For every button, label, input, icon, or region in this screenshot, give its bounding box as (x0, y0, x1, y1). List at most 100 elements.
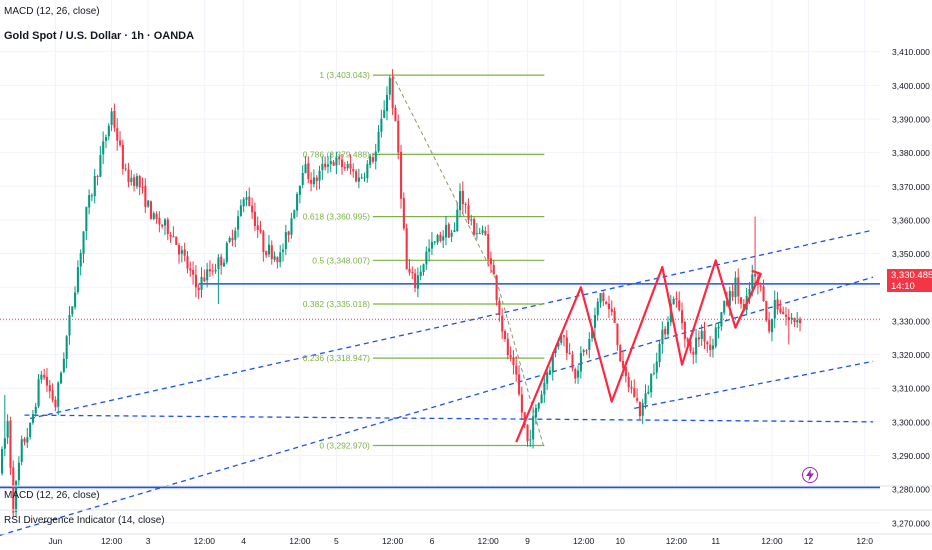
y-tick-label: 3,300.000 (892, 417, 930, 427)
candle-body (723, 301, 726, 313)
candle-body (689, 341, 692, 351)
candle-body (442, 236, 445, 241)
candle-body (192, 269, 195, 275)
candle-body (130, 177, 133, 182)
support-dashed-line (24, 414, 874, 423)
candle-body (248, 196, 251, 206)
candle-body (658, 343, 661, 363)
candle-body (65, 336, 68, 359)
candle-body (51, 390, 54, 400)
candle-body (711, 345, 715, 350)
candle-body (478, 233, 481, 235)
candle-body (692, 351, 695, 355)
candle-body (54, 399, 57, 408)
candle-body (650, 373, 653, 393)
candle-body (369, 156, 372, 165)
candle-body (532, 416, 535, 440)
candle-body (400, 152, 403, 199)
candle-body (641, 403, 644, 416)
candle-body (383, 110, 386, 118)
candle-body (315, 177, 318, 182)
candle-body (152, 213, 155, 219)
candle-body (799, 319, 802, 324)
candle-body (155, 213, 158, 219)
candle-body (703, 330, 706, 342)
candle-body (206, 269, 209, 281)
candle-body (450, 232, 453, 237)
candle-body (585, 350, 588, 352)
candle-body (194, 274, 197, 288)
candle-body (622, 360, 625, 368)
candle-body (588, 338, 591, 350)
bar-countdown: 14:10 (891, 281, 915, 292)
zigzag-wave[interactable] (515, 259, 762, 443)
candle-body (717, 326, 720, 329)
candle-body (48, 385, 51, 392)
candle-body (23, 438, 26, 443)
candle-body (422, 264, 425, 273)
candle-body (245, 197, 248, 200)
y-tick-label: 3,280.000 (892, 485, 930, 495)
axes: 3,260.0003,270.0003,280.0003,290.0003,30… (0, 47, 932, 546)
candle-body (45, 376, 49, 386)
candle-body (178, 245, 181, 255)
candle-body (20, 439, 23, 462)
symbol-title[interactable]: Gold Spot / U.S. Dollar · 1h · OANDA (4, 30, 195, 42)
macd-pane-label[interactable]: MACD (12, 26, close) (4, 490, 100, 501)
y-tick-label: 3,380.000 (892, 148, 930, 158)
candle-body (574, 368, 577, 379)
candle-body (31, 414, 35, 423)
candle-body (495, 275, 498, 301)
y-tick-label: 3,390.000 (892, 115, 930, 125)
candle-body (391, 77, 394, 109)
candle-body (456, 209, 459, 232)
y-tick-label: 3,270.000 (892, 518, 930, 528)
candle-body (534, 407, 537, 418)
candle-body (582, 350, 585, 353)
current-price-tag: 3,330.485 14:10 (887, 269, 932, 292)
candle-body (720, 312, 723, 327)
candle-body (647, 391, 650, 394)
candle-body (419, 271, 422, 277)
rsi-pane-label[interactable]: RSI Divergence Indicator (14, close) (4, 515, 165, 526)
candle-body (591, 328, 594, 339)
trend-lines[interactable] (0, 229, 880, 543)
candle-body (624, 366, 627, 377)
candle-body (762, 286, 765, 302)
candle-body (214, 269, 217, 272)
candle-body (110, 111, 113, 125)
lightning-icon[interactable] (802, 467, 818, 483)
candle-body (526, 424, 529, 442)
candle-body (124, 168, 127, 170)
candle-body (675, 298, 678, 300)
candle-body (217, 257, 220, 269)
candle-body (473, 219, 476, 235)
candle-body (613, 311, 616, 323)
x-tick-label: 12:00 (382, 536, 404, 546)
candle-body (304, 164, 307, 174)
candle-body (104, 137, 108, 141)
current-price-value: 3,330.485 (891, 270, 932, 281)
candle-body (548, 370, 552, 375)
candle-body (338, 157, 341, 160)
candle-body (290, 218, 293, 235)
candle-body (225, 242, 228, 263)
candle-body (414, 273, 417, 288)
candle-body (133, 177, 136, 186)
candle-body (301, 173, 304, 185)
candle-body (402, 198, 405, 229)
candle-body (428, 248, 431, 252)
projection-arrow-head (751, 269, 762, 283)
top-indicator-label[interactable]: MACD (12, 26, close) (4, 6, 100, 17)
candle-body (397, 120, 400, 153)
candle-body (728, 290, 731, 306)
candle-body (102, 141, 105, 155)
candle-body (444, 225, 448, 238)
candles[interactable] (1, 69, 802, 518)
candle-body (664, 328, 667, 335)
candle-body (127, 169, 130, 183)
candle-body (79, 253, 82, 267)
candle-body (503, 331, 507, 339)
candle-body (768, 320, 771, 332)
